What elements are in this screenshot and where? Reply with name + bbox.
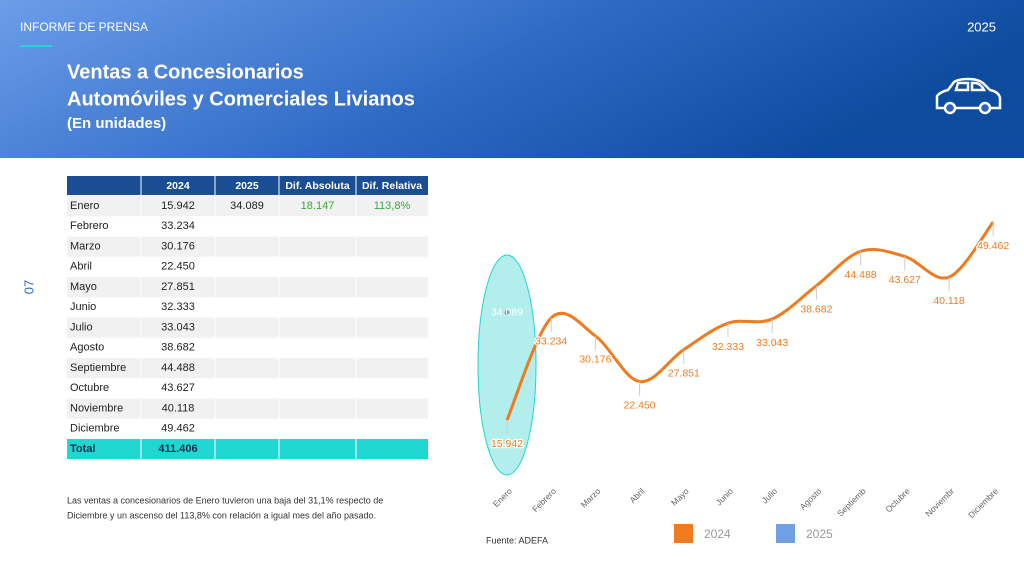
highlight xyxy=(477,254,537,476)
x-tick-label: Mayo xyxy=(669,486,691,508)
source: Fuente: ADEFA xyxy=(486,535,548,545)
title: Automóviles y Comerciales Livianos xyxy=(67,88,415,110)
table-row xyxy=(67,418,428,439)
row-label: Abril xyxy=(70,261,92,273)
x-tick-label: Enero xyxy=(491,486,514,509)
row-label: Marzo xyxy=(70,240,101,252)
x-tick-label: Noviembr xyxy=(923,486,956,519)
note: Las ventas a concesionarios de Enero tuv… xyxy=(67,495,383,505)
table-cell: 27.851 xyxy=(161,281,195,293)
x-tick-label: Agosto xyxy=(798,486,824,512)
table-row xyxy=(67,297,428,318)
table-cell: 32.333 xyxy=(161,301,195,313)
total-cell: Total xyxy=(70,443,95,455)
data-label: 27.851 xyxy=(668,367,700,379)
note: Diciembre y un ascenso del 113,8% con re… xyxy=(67,510,376,520)
data-label: 43.627 xyxy=(889,274,921,286)
x-tick-label: Marzo xyxy=(579,486,603,510)
table-row xyxy=(67,196,428,217)
point xyxy=(504,310,510,316)
table-cell: 40.118 xyxy=(162,402,195,414)
table-row xyxy=(67,337,428,358)
data-label: 38.682 xyxy=(800,303,832,315)
x-tick-label: Julio xyxy=(760,486,780,506)
table-row xyxy=(67,277,428,298)
x-tick-label: Septiemb xyxy=(835,486,868,519)
column-header: 2024 xyxy=(166,180,190,192)
row-label: Octubre xyxy=(70,382,109,394)
row-label: Mayo xyxy=(70,281,97,293)
data-label: 32.333 xyxy=(712,341,744,353)
table-total-row xyxy=(67,439,428,459)
table-row xyxy=(67,358,428,379)
data-label: 40.118 xyxy=(933,295,964,307)
legend-swatch xyxy=(776,524,795,543)
page-number: 07 xyxy=(21,280,36,294)
table-row xyxy=(67,398,428,419)
header-band xyxy=(0,0,1024,158)
row-label: Junio xyxy=(70,301,96,313)
table-cell: 33.234 xyxy=(161,220,195,232)
table-row xyxy=(67,256,428,277)
row-label: Enero xyxy=(70,200,99,212)
table-row xyxy=(67,317,428,338)
table-row xyxy=(67,378,428,399)
table-row xyxy=(67,216,428,237)
legend-swatch xyxy=(674,524,693,543)
data-label: 22.450 xyxy=(624,399,656,411)
row-label: Septiembre xyxy=(70,362,126,374)
row-label: Febrero xyxy=(70,220,109,232)
data-label: 33.043 xyxy=(756,337,788,349)
row-label: Noviembre xyxy=(70,402,123,414)
table-cell: 34.089 xyxy=(230,200,264,212)
legend-label: 2024 xyxy=(704,527,731,541)
column-header: Dif. Absoluta xyxy=(285,180,350,192)
subtitle: (En unidades) xyxy=(67,115,166,132)
table-cell: 22.450 xyxy=(161,261,195,273)
year: 2025 xyxy=(967,19,996,34)
column-header: 2025 xyxy=(235,180,259,192)
legend-label: 2025 xyxy=(806,527,833,541)
row-label: Julio xyxy=(70,321,93,333)
data-label: 44.488 xyxy=(845,269,877,281)
data-label: 15.942 xyxy=(491,438,523,450)
row-label: Diciembre xyxy=(70,423,120,435)
table-cell: 38.682 xyxy=(161,342,195,354)
table-cell: 18.147 xyxy=(301,200,335,212)
data-label: 49.462 xyxy=(977,240,1009,252)
table-cell: 15.942 xyxy=(161,200,195,212)
x-tick-label: Febrero xyxy=(530,486,558,514)
data-label: 30.176 xyxy=(579,354,611,366)
chart: Enero Febrero Marzo Abril Mayo Junio Julio Agos… xyxy=(490,221,1011,543)
row-label: Agosto xyxy=(70,342,104,354)
table-cell: 43.627 xyxy=(161,382,195,394)
x-tick-label: Junio xyxy=(714,486,736,508)
table-row xyxy=(67,236,428,257)
x-tick-label: Abril xyxy=(628,486,647,505)
data-label: 34.089 xyxy=(491,307,523,319)
table-cell: 49.462 xyxy=(161,423,195,435)
title: Ventas a Concesionarios xyxy=(67,61,304,83)
table-cell: 44.488 xyxy=(161,362,195,374)
table-cell: 33.043 xyxy=(161,321,195,333)
table-header xyxy=(67,176,428,195)
car-icon xyxy=(935,77,1002,115)
table-cell: 113,8% xyxy=(374,200,411,212)
kicker: INFORME DE PRENSA xyxy=(20,20,148,34)
series-line xyxy=(505,221,995,421)
data-label: 33.234 xyxy=(535,336,567,348)
x-tick-label: Octubre xyxy=(883,486,912,515)
sales-table: 2024 2025 Dif. Absoluta Dif. Relativa Enero 1… xyxy=(67,176,428,459)
x-tick-label: Diciembre xyxy=(966,486,1000,520)
table-cell: 30.176 xyxy=(161,240,195,252)
column-header: Dif. Relativa xyxy=(362,180,422,192)
total-cell: 411.406 xyxy=(158,443,197,455)
kicker-underline xyxy=(20,45,52,47)
